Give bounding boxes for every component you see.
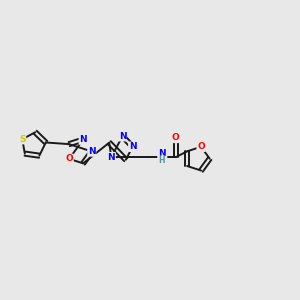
Text: O: O bbox=[172, 134, 180, 142]
Text: O: O bbox=[197, 142, 205, 151]
Text: N: N bbox=[129, 142, 136, 151]
Text: N: N bbox=[158, 149, 166, 158]
Text: N: N bbox=[107, 153, 115, 162]
Text: N: N bbox=[79, 135, 87, 144]
Text: N: N bbox=[88, 147, 96, 156]
Text: S: S bbox=[19, 135, 26, 144]
Text: O: O bbox=[65, 154, 73, 163]
Text: N: N bbox=[118, 132, 126, 141]
Text: H: H bbox=[159, 156, 165, 165]
